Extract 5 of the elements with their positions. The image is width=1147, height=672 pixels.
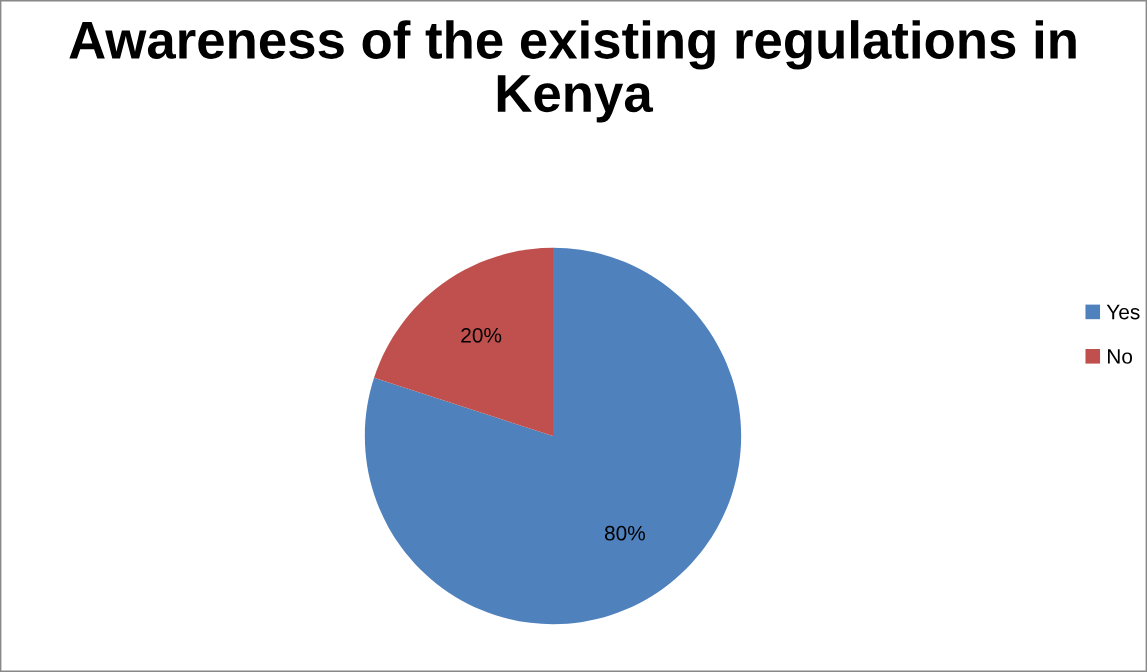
data-label: 80% — [604, 525, 645, 541]
chart-title: Awareness of the existing regulations in Kenya — [69, 20, 1076, 123]
legend-label: No — [1108, 349, 1133, 364]
data-label: 20% — [461, 327, 502, 343]
legend-label: Yes — [1106, 304, 1140, 320]
